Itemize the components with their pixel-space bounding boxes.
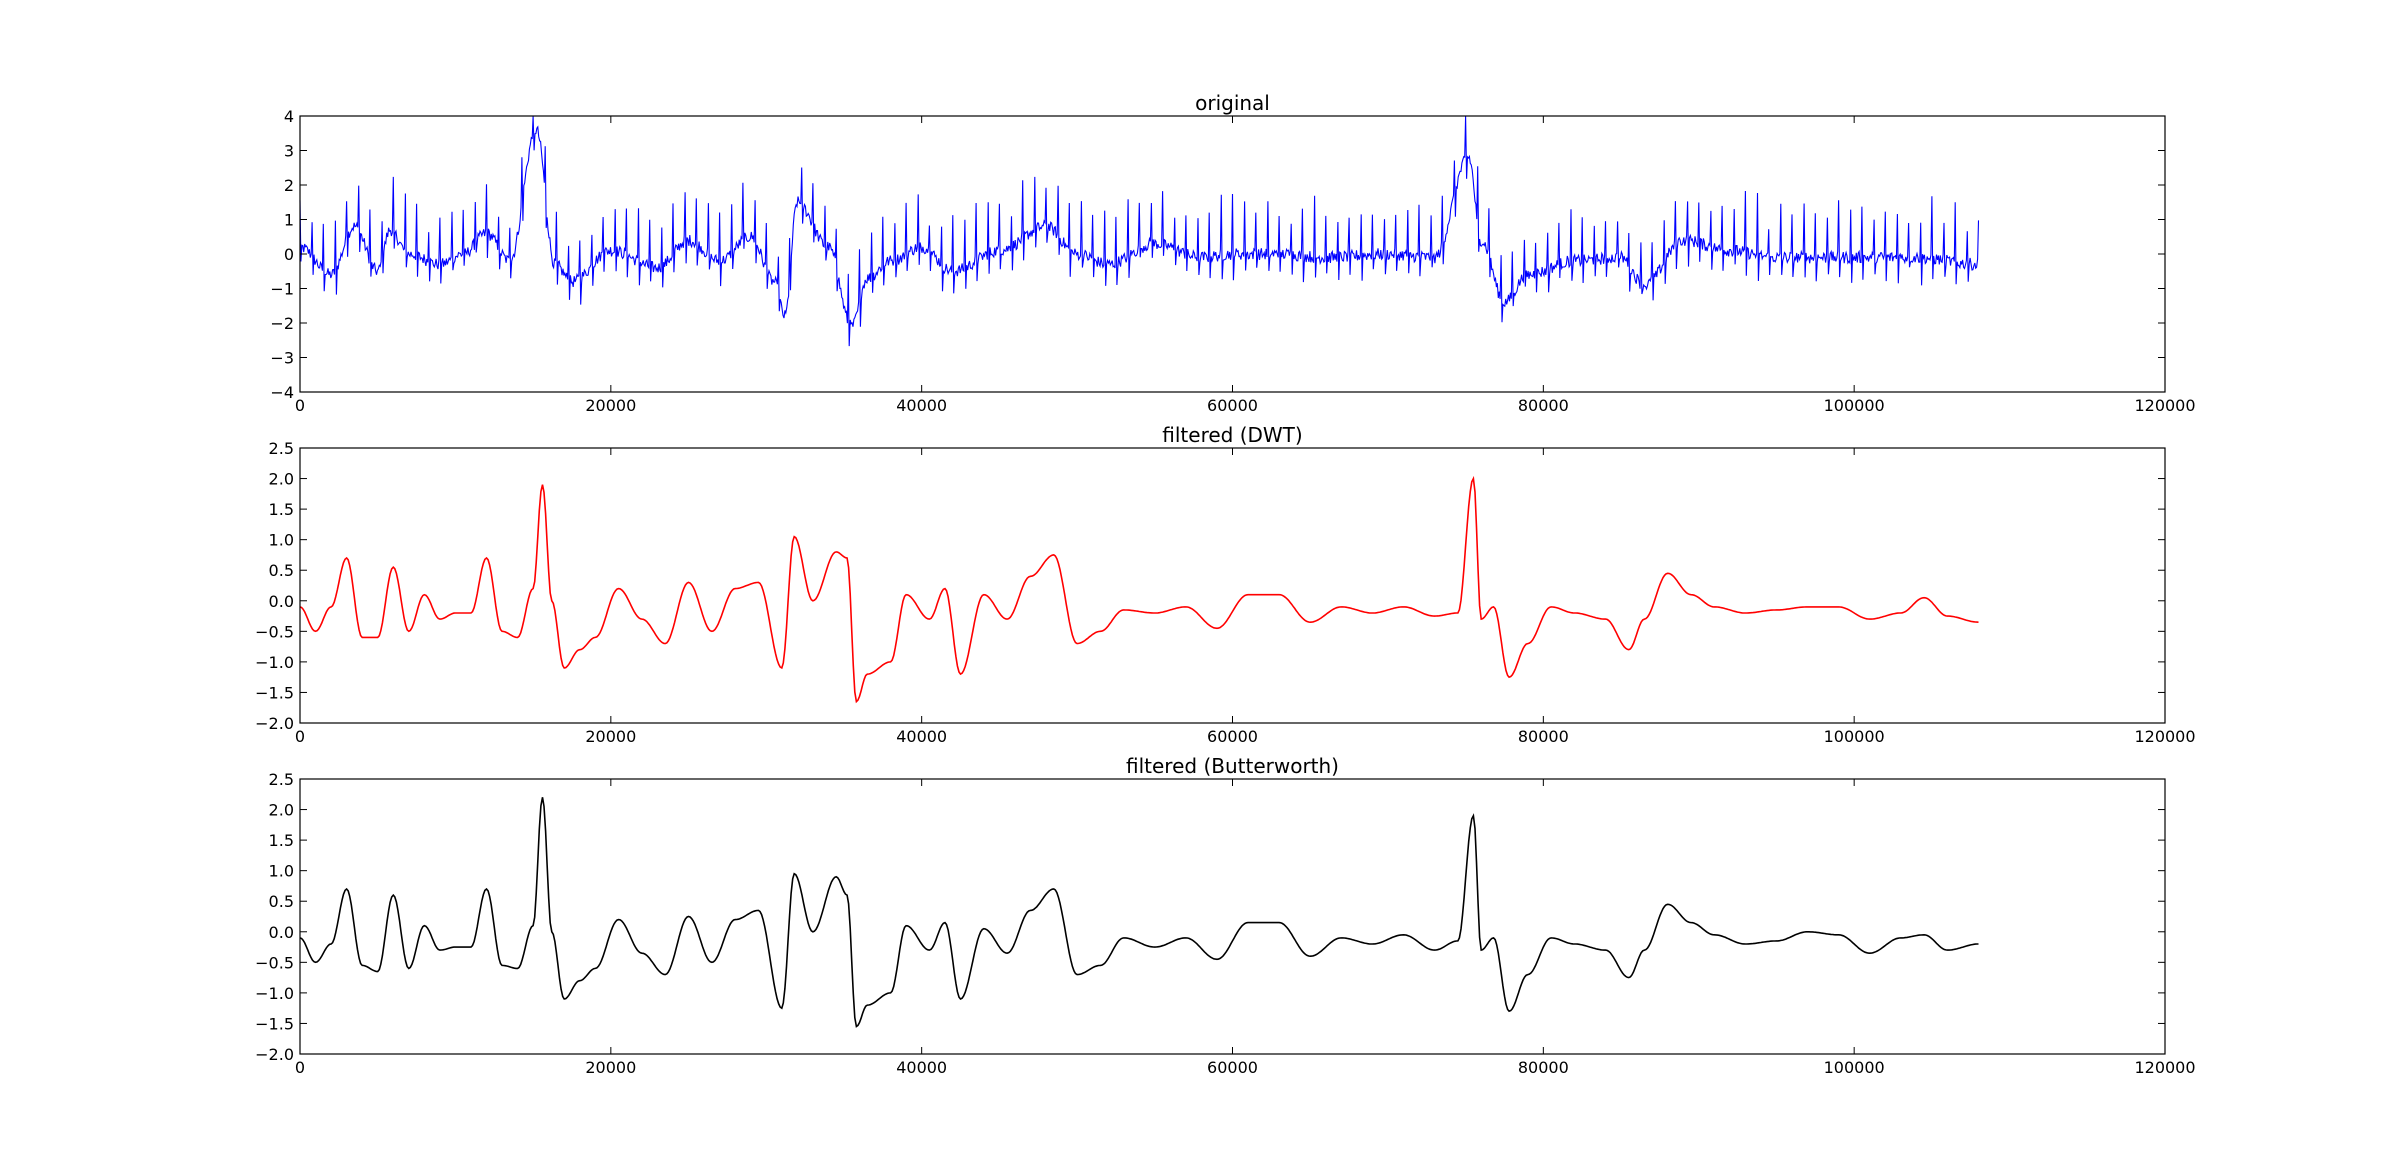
y-tick-label: 1 xyxy=(284,211,294,230)
y-tick-label: −1.5 xyxy=(255,683,294,702)
y-tick-label: 2.5 xyxy=(269,439,294,458)
x-tick-label: 120000 xyxy=(2134,727,2195,746)
x-tick-label: 0 xyxy=(295,727,305,746)
series-line xyxy=(299,797,1979,1028)
x-tick-label: 0 xyxy=(295,396,305,415)
x-tick-label: 120000 xyxy=(2134,1058,2195,1077)
y-tick-label: 2.0 xyxy=(269,470,294,489)
y-tick-label: −2.0 xyxy=(255,1045,294,1064)
x-tick-label: 0 xyxy=(295,1058,305,1077)
x-tick-label: 20000 xyxy=(585,396,636,415)
x-tick-label: 120000 xyxy=(2134,396,2195,415)
x-tick-label: 100000 xyxy=(1824,727,1885,746)
y-tick-label: 0.5 xyxy=(269,892,294,911)
y-tick-label: 2.0 xyxy=(269,801,294,820)
series-line xyxy=(299,115,1980,347)
x-tick-label: 100000 xyxy=(1824,1058,1885,1077)
x-tick-label: 20000 xyxy=(585,727,636,746)
panel-filtered-butterworth: filtered (Butterworth) 0 20000 40000 60000 80… xyxy=(255,754,2195,1077)
x-tick-label: 20000 xyxy=(585,1058,636,1077)
y-tick-label: −4 xyxy=(270,383,294,402)
y-tick-label: −2 xyxy=(270,314,294,333)
y-tick-label: 0.0 xyxy=(269,923,294,942)
y-tick-label: 0 xyxy=(284,245,294,264)
x-tick-label: 40000 xyxy=(896,1058,947,1077)
x-tick-label: 60000 xyxy=(1207,1058,1258,1077)
y-tick-label: 1.0 xyxy=(269,862,294,881)
x-tick-label: 80000 xyxy=(1518,396,1569,415)
y-tick-label: 3 xyxy=(284,142,294,161)
y-tick-label: 1.0 xyxy=(269,531,294,550)
y-tick-label: −1.0 xyxy=(255,653,294,672)
panel-title: filtered (DWT) xyxy=(1162,423,1302,447)
panel-title: original xyxy=(1195,91,1270,115)
y-tick-label: 1.5 xyxy=(269,500,294,519)
y-tick-label: −0.5 xyxy=(255,953,294,972)
x-tick-label: 80000 xyxy=(1518,727,1569,746)
axes-frame xyxy=(299,778,2166,1055)
series-line xyxy=(299,475,1979,704)
panel-title: filtered (Butterworth) xyxy=(1126,754,1339,778)
x-tick-label: 40000 xyxy=(896,396,947,415)
y-tick-label: 2.5 xyxy=(269,770,294,789)
y-tick-label: −2.0 xyxy=(255,714,294,733)
panel-original: original 0 20000 40000 60000 80000 100000 12000… xyxy=(270,91,2195,415)
y-tick-label: 2 xyxy=(284,176,294,195)
y-tick-label: 4 xyxy=(284,107,294,126)
x-tick-label: 60000 xyxy=(1207,727,1258,746)
y-tick-label: −3 xyxy=(270,349,294,368)
y-tick-label: −1 xyxy=(270,280,294,299)
x-tick-label: 100000 xyxy=(1824,396,1885,415)
y-tick-label: −1.0 xyxy=(255,984,294,1003)
x-tick-label: 60000 xyxy=(1207,396,1258,415)
y-tick-label: 0.5 xyxy=(269,561,294,580)
x-tick-label: 80000 xyxy=(1518,1058,1569,1077)
axes-frame xyxy=(299,447,2166,724)
panel-filtered-dwt: filtered (DWT) 0 20000 40000 60000 80000 10000… xyxy=(255,423,2195,746)
y-tick-label: −1.5 xyxy=(255,1014,294,1033)
y-tick-label: 1.5 xyxy=(269,831,294,850)
x-tick-label: 40000 xyxy=(896,727,947,746)
y-tick-label: −0.5 xyxy=(255,622,294,641)
y-tick-label: 0.0 xyxy=(269,592,294,611)
